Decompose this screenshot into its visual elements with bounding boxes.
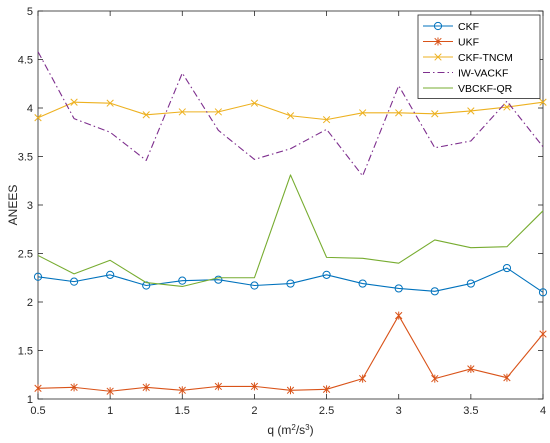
series-line <box>37 51 544 177</box>
series-line <box>37 174 544 288</box>
y-tick-label: 4.5 <box>18 55 33 67</box>
x-axis-title-sup: 3 <box>305 423 310 432</box>
data-point <box>214 382 223 391</box>
data-point <box>467 364 475 373</box>
x-axis-title-part: ) <box>310 423 314 437</box>
data-point <box>250 382 259 391</box>
legend-marker <box>434 53 442 61</box>
x-axis-title: q (m2/s3) <box>267 423 313 438</box>
x-tick-label: 0.5 <box>30 405 45 417</box>
data-point <box>539 98 547 106</box>
data-point <box>214 275 223 284</box>
legend: CKF UKF CKF-TNCM IW-VACKF VBCKF-QR <box>417 14 541 99</box>
legend-item: IW-VACKF <box>423 67 508 79</box>
x-tick-label: 2.5 <box>319 405 334 417</box>
axes: 0.5 1 1.5 2 2.5 3 3.5 411.522.533.544.55 <box>18 6 546 417</box>
data-point <box>70 98 78 106</box>
series-ckf-tncm <box>34 98 547 124</box>
x-tick-label: 2 <box>251 405 257 417</box>
data-point <box>395 311 403 320</box>
data-point <box>178 108 186 116</box>
legend-item: UKF <box>423 36 479 48</box>
data-point <box>142 281 151 290</box>
data-point <box>538 288 548 297</box>
x-tick-label: 3.5 <box>463 405 478 417</box>
data-point <box>322 270 331 279</box>
data-point <box>69 277 79 286</box>
data-point <box>358 109 367 117</box>
data-point <box>502 263 512 273</box>
data-point <box>106 99 114 107</box>
data-point <box>431 110 439 118</box>
x-axis-title-part: q (m <box>267 423 291 437</box>
legend-item: CKF-TNCM <box>423 52 513 64</box>
y-tick-label: 5 <box>27 6 33 18</box>
legend-marker <box>434 37 442 46</box>
data-point <box>286 279 295 288</box>
data-point <box>503 373 511 382</box>
data-point <box>286 386 295 395</box>
data-point <box>467 107 475 115</box>
data-point <box>250 281 259 290</box>
data-point <box>106 270 115 279</box>
series-ckf <box>33 263 548 297</box>
legend-label: IW-VACKF <box>458 67 508 79</box>
data-point <box>539 330 547 339</box>
series-vbckf-qr <box>37 174 544 288</box>
y-tick-label: 2.5 <box>18 249 33 261</box>
data-point <box>394 284 403 293</box>
y-axis-title: ANEES <box>6 185 20 226</box>
y-tick-label: 1.5 <box>18 346 33 358</box>
series-iw-vackf <box>37 51 544 177</box>
x-axis-title-part: /s <box>296 423 305 437</box>
legend-label: CKF-TNCM <box>458 52 513 64</box>
legend-label: UKF <box>458 36 479 48</box>
x-tick-label: 1.5 <box>175 405 190 417</box>
y-tick-label: 3.5 <box>18 152 33 164</box>
data-point <box>142 383 150 392</box>
data-point <box>322 385 331 394</box>
y-tick-label: 3 <box>27 200 33 212</box>
data-point <box>178 386 186 395</box>
x-axis-title-sup: 2 <box>291 423 296 432</box>
data-point <box>178 276 187 285</box>
legend-marker <box>433 21 443 31</box>
x-tick-label: 3 <box>396 405 402 417</box>
series-layer <box>33 51 548 396</box>
data-point <box>431 374 439 383</box>
x-tick-label: 4 <box>540 405 546 417</box>
data-point <box>430 287 439 296</box>
legend-label: CKF <box>458 21 479 33</box>
series-ukf <box>34 311 547 396</box>
y-tick-label: 2 <box>27 297 33 309</box>
data-point <box>358 279 367 288</box>
data-point <box>34 114 42 122</box>
data-point <box>250 99 259 107</box>
legend-item: VBCKF-QR <box>423 83 513 95</box>
data-point <box>34 384 42 393</box>
y-tick-label: 1 <box>27 394 33 406</box>
data-point <box>322 115 331 124</box>
data-point <box>395 109 403 117</box>
series-line <box>37 267 544 293</box>
data-point <box>358 374 367 383</box>
data-point <box>286 112 295 120</box>
x-tick-label: 1 <box>107 405 113 417</box>
legend-item: CKF <box>423 21 479 33</box>
legend-label: VBCKF-QR <box>458 83 513 95</box>
data-point <box>33 272 43 281</box>
data-point <box>70 383 78 392</box>
data-point <box>142 111 150 119</box>
data-point <box>214 108 223 116</box>
data-point <box>466 279 475 288</box>
legend-box <box>417 14 541 99</box>
data-point <box>106 387 114 396</box>
y-tick-label: 4 <box>27 103 33 115</box>
